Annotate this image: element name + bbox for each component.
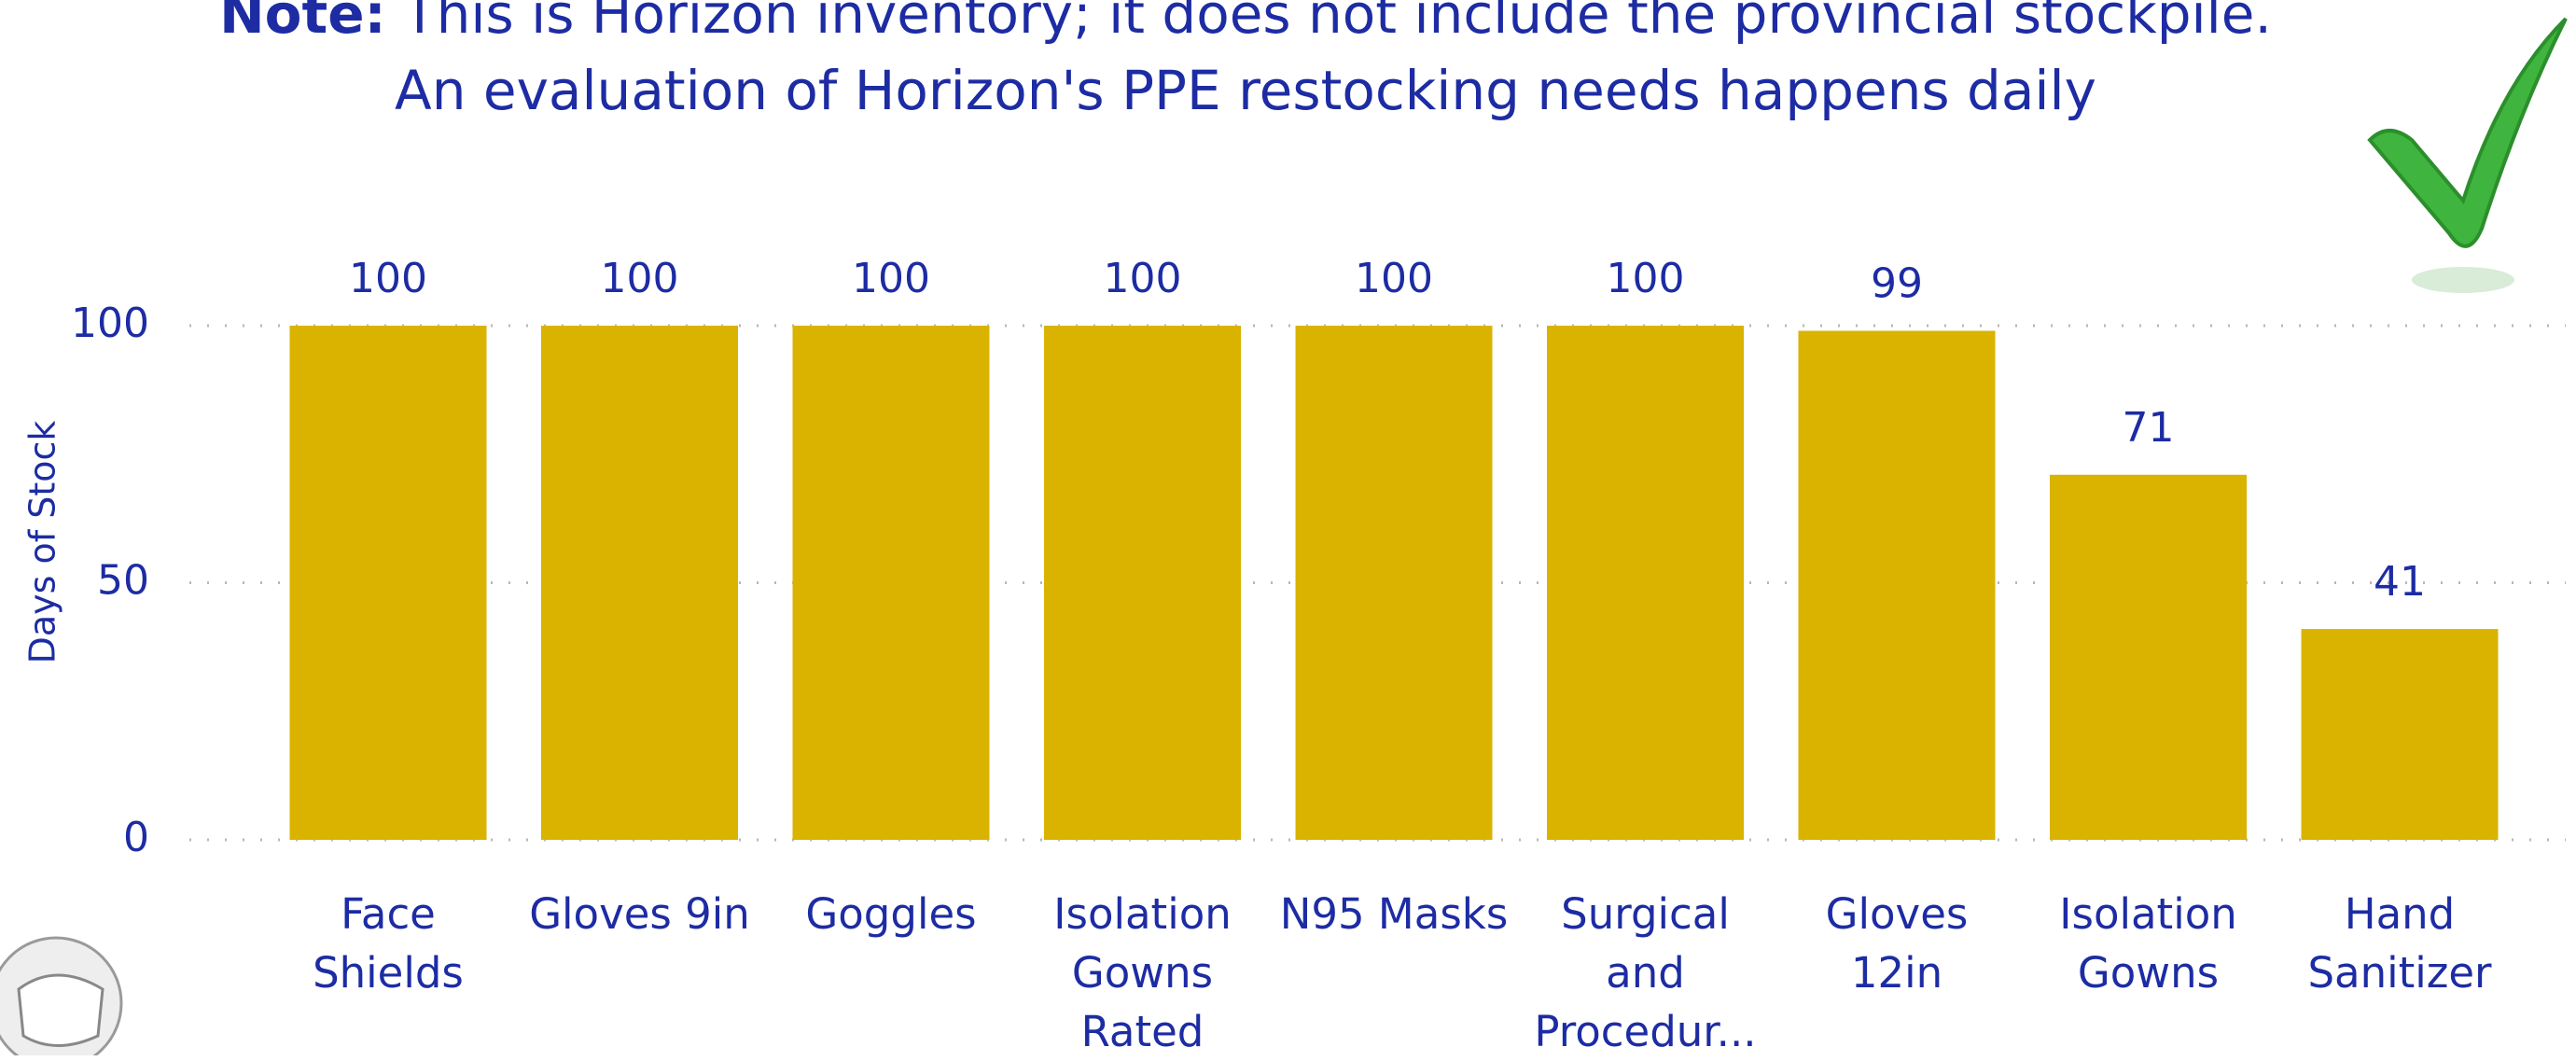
y-tick-label: 50	[97, 557, 149, 605]
bar	[289, 326, 487, 840]
y-tick-label: 0	[123, 814, 149, 861]
value-label: 100	[852, 255, 930, 302]
value-label: 100	[349, 255, 427, 302]
bar	[2301, 629, 2499, 840]
value-label: 99	[1871, 260, 1923, 308]
note-label: Note:	[219, 0, 386, 46]
mask-icon	[0, 936, 123, 1055]
x-tick-label: Gloves 12in	[1825, 889, 1969, 998]
bar	[1547, 326, 1744, 840]
value-label: 100	[601, 255, 679, 302]
x-tick-label: N95 Masks	[1279, 889, 1509, 939]
x-tick-label: Surgical and Procedur...	[1534, 889, 1757, 1056]
bar	[1295, 326, 1493, 840]
x-tick-label: Isolation Gowns Rated	[1053, 889, 1232, 1056]
note: Note: This is Horizon inventory; it does…	[0, 0, 2491, 129]
note-text: This is Horizon inventory; it does not i…	[403, 0, 2272, 46]
checkmark-icon	[2367, 17, 2568, 293]
x-tick-label: Face Shields	[313, 889, 464, 998]
y-tick-label: 100	[71, 300, 149, 347]
bar	[1798, 330, 1996, 840]
bar	[2050, 474, 2247, 840]
x-tick-label: Isolation Gowns	[2059, 889, 2237, 998]
x-tick-label: Hand Sanitizer	[2307, 889, 2492, 998]
bar	[541, 326, 738, 840]
value-label: 100	[1355, 255, 1433, 302]
value-label: 41	[2374, 558, 2426, 606]
x-tick-label: Goggles	[805, 889, 977, 939]
bar	[1044, 326, 1241, 840]
y-axis-label: Days of Stock	[22, 421, 63, 664]
value-label: 71	[2123, 404, 2175, 452]
value-label: 100	[1104, 255, 1182, 302]
note-line: Note: This is Horizon inventory; it does…	[0, 0, 2491, 52]
x-tick-label: Gloves 9in	[529, 889, 750, 939]
note-line: An evaluation of Horizon's PPE restockin…	[395, 59, 2096, 122]
value-label: 100	[1607, 255, 1685, 302]
bar	[792, 326, 990, 840]
